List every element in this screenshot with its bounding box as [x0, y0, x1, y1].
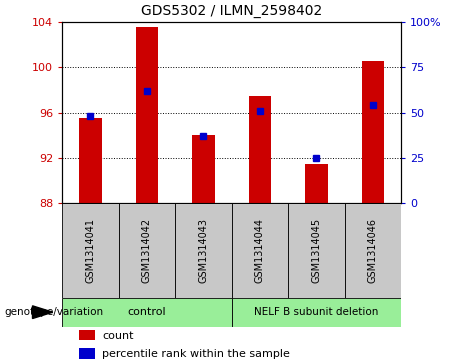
- Bar: [305, 164, 328, 203]
- Bar: [118, 203, 175, 298]
- Text: percentile rank within the sample: percentile rank within the sample: [102, 349, 290, 359]
- Title: GDS5302 / ILMN_2598402: GDS5302 / ILMN_2598402: [141, 4, 322, 18]
- Bar: [192, 135, 215, 203]
- Text: NELF B subunit deletion: NELF B subunit deletion: [254, 307, 378, 317]
- Bar: [62, 298, 231, 327]
- Polygon shape: [32, 306, 53, 319]
- Bar: [231, 203, 288, 298]
- Text: genotype/variation: genotype/variation: [5, 307, 104, 317]
- Text: GSM1314043: GSM1314043: [198, 218, 208, 283]
- Bar: [136, 28, 158, 203]
- Text: count: count: [102, 331, 134, 341]
- Bar: [175, 203, 231, 298]
- Text: control: control: [128, 307, 166, 317]
- Text: GSM1314044: GSM1314044: [255, 218, 265, 283]
- Bar: [62, 203, 118, 298]
- Bar: [361, 61, 384, 203]
- Bar: [248, 95, 271, 203]
- Bar: [288, 203, 344, 298]
- Text: GSM1314041: GSM1314041: [85, 218, 95, 283]
- Bar: [79, 348, 95, 359]
- Bar: [79, 330, 95, 340]
- Bar: [231, 298, 401, 327]
- Bar: [344, 203, 401, 298]
- Bar: [79, 118, 102, 203]
- Text: GSM1314045: GSM1314045: [311, 218, 321, 283]
- Text: GSM1314046: GSM1314046: [368, 218, 378, 283]
- Text: GSM1314042: GSM1314042: [142, 218, 152, 283]
